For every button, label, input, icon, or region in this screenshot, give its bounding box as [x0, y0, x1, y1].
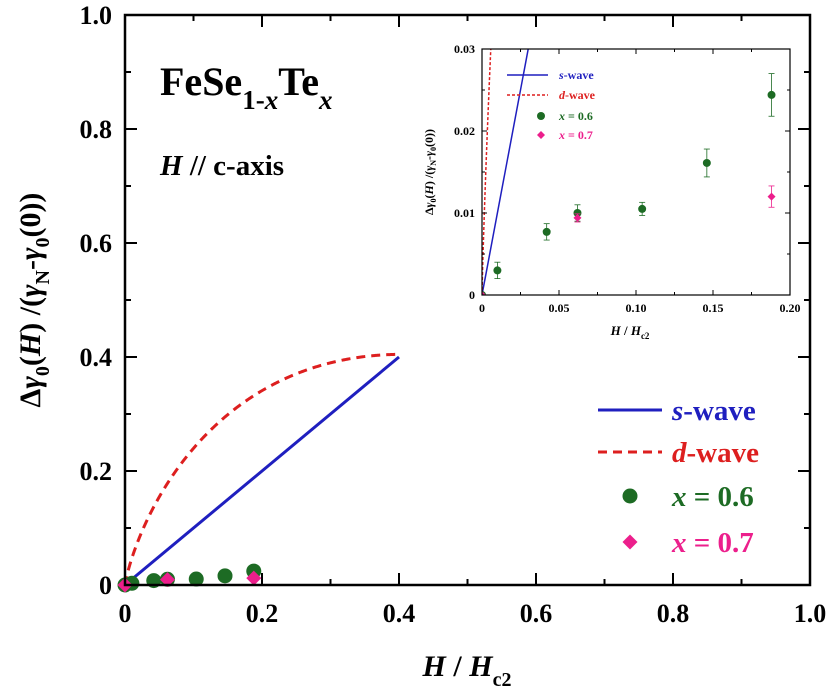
point-x06	[217, 568, 233, 584]
inset-y-tick-label: 0.03	[454, 42, 475, 56]
inset-d-wave-curve	[482, 49, 492, 295]
inset-point-x07	[482, 291, 486, 295]
legend-x06-marker	[622, 488, 638, 504]
compound-label: FeSe1-xTex	[160, 59, 332, 115]
y-tick-label: 0.6	[80, 229, 113, 258]
inset-point-x06	[573, 209, 582, 217]
inset-y-tick-label: 0.02	[454, 124, 475, 138]
inset-legend-label: x = 0.7	[558, 128, 593, 142]
y-tick-label: 0.8	[80, 115, 113, 144]
legend-x07-marker	[622, 534, 638, 550]
x-axis-label: H / Hc2	[422, 650, 512, 691]
y-tick-label: 0.2	[80, 457, 113, 486]
inset-x-tick-label: 0.05	[549, 301, 570, 315]
inset-point-x06	[767, 90, 776, 99]
inset-x-tick-label: 0	[479, 301, 485, 315]
main-plot: 0 0.2 0.4 0.6 0.8 1.0 0 0.2 0.4 0.6 0.8 1.0 H / Hc2 Δ…	[14, 1, 826, 691]
x-tick-label: 0	[119, 599, 132, 628]
plot-frame	[123, 13, 812, 587]
inset-x-axis-label: H / Hc2	[610, 323, 650, 341]
inset-legend-label: s-wave	[558, 68, 594, 82]
x-tick-label: 0.2	[246, 599, 279, 628]
inset-point-x06	[493, 266, 502, 275]
inset-x-tick-label: 0.15	[703, 301, 724, 315]
inset-legend-label: d-wave	[559, 88, 596, 102]
inset-point-x06	[638, 204, 647, 213]
s-wave-line	[124, 355, 400, 587]
legend-label: x = 0.7	[671, 527, 754, 559]
inset-series-group	[482, 49, 776, 295]
point-x07	[246, 570, 262, 586]
inset-plot: 0 0.05 0.10 0.15 0.20 0 0.01 0.02 0.03 H / Hc2 Δγ0…	[422, 42, 801, 341]
x-tick-label: 0.6	[520, 599, 553, 628]
y-axis-label: Δγ0(H) /(γN-γ0(0))	[14, 193, 54, 408]
inset-legend-x07-marker	[537, 131, 545, 139]
inset-x-tick-label: 0.20	[780, 301, 801, 315]
legend-label: s-wave	[671, 395, 756, 427]
field-direction-label: H // c-axis	[159, 150, 284, 182]
inset-y-tick-label: 0	[469, 288, 475, 302]
x-tick-label: 0.4	[383, 599, 416, 628]
inset-point-x06	[542, 227, 551, 236]
inset-y-axis-label: Δγ0(H) /(γN-γ0(0))	[422, 129, 438, 215]
inset-background	[482, 49, 790, 295]
inset-point-x06	[702, 158, 711, 167]
inset-y-tick-label: 0.01	[454, 206, 475, 220]
inset-x-tick-label: 0.10	[626, 301, 647, 315]
y-tick-label: 1.0	[80, 1, 113, 30]
inset-point-x07	[573, 213, 582, 222]
x-tick-label: 0.8	[657, 599, 690, 628]
d-wave-curve	[123, 352, 400, 586]
x-tick-label: 1.0	[794, 599, 827, 628]
point-x07	[159, 572, 175, 588]
legend-label: d-wave	[672, 437, 759, 469]
legend-label: x = 0.6	[671, 481, 754, 513]
inset-frame	[481, 48, 791, 296]
y-tick-label: 0.4	[80, 343, 113, 372]
point-x06	[188, 571, 204, 587]
inset-legend-label: x = 0.6	[558, 109, 593, 123]
inset-point-x07	[767, 192, 776, 201]
y-tick-label: 0	[99, 571, 112, 600]
inset-legend-x06-marker	[537, 112, 545, 120]
